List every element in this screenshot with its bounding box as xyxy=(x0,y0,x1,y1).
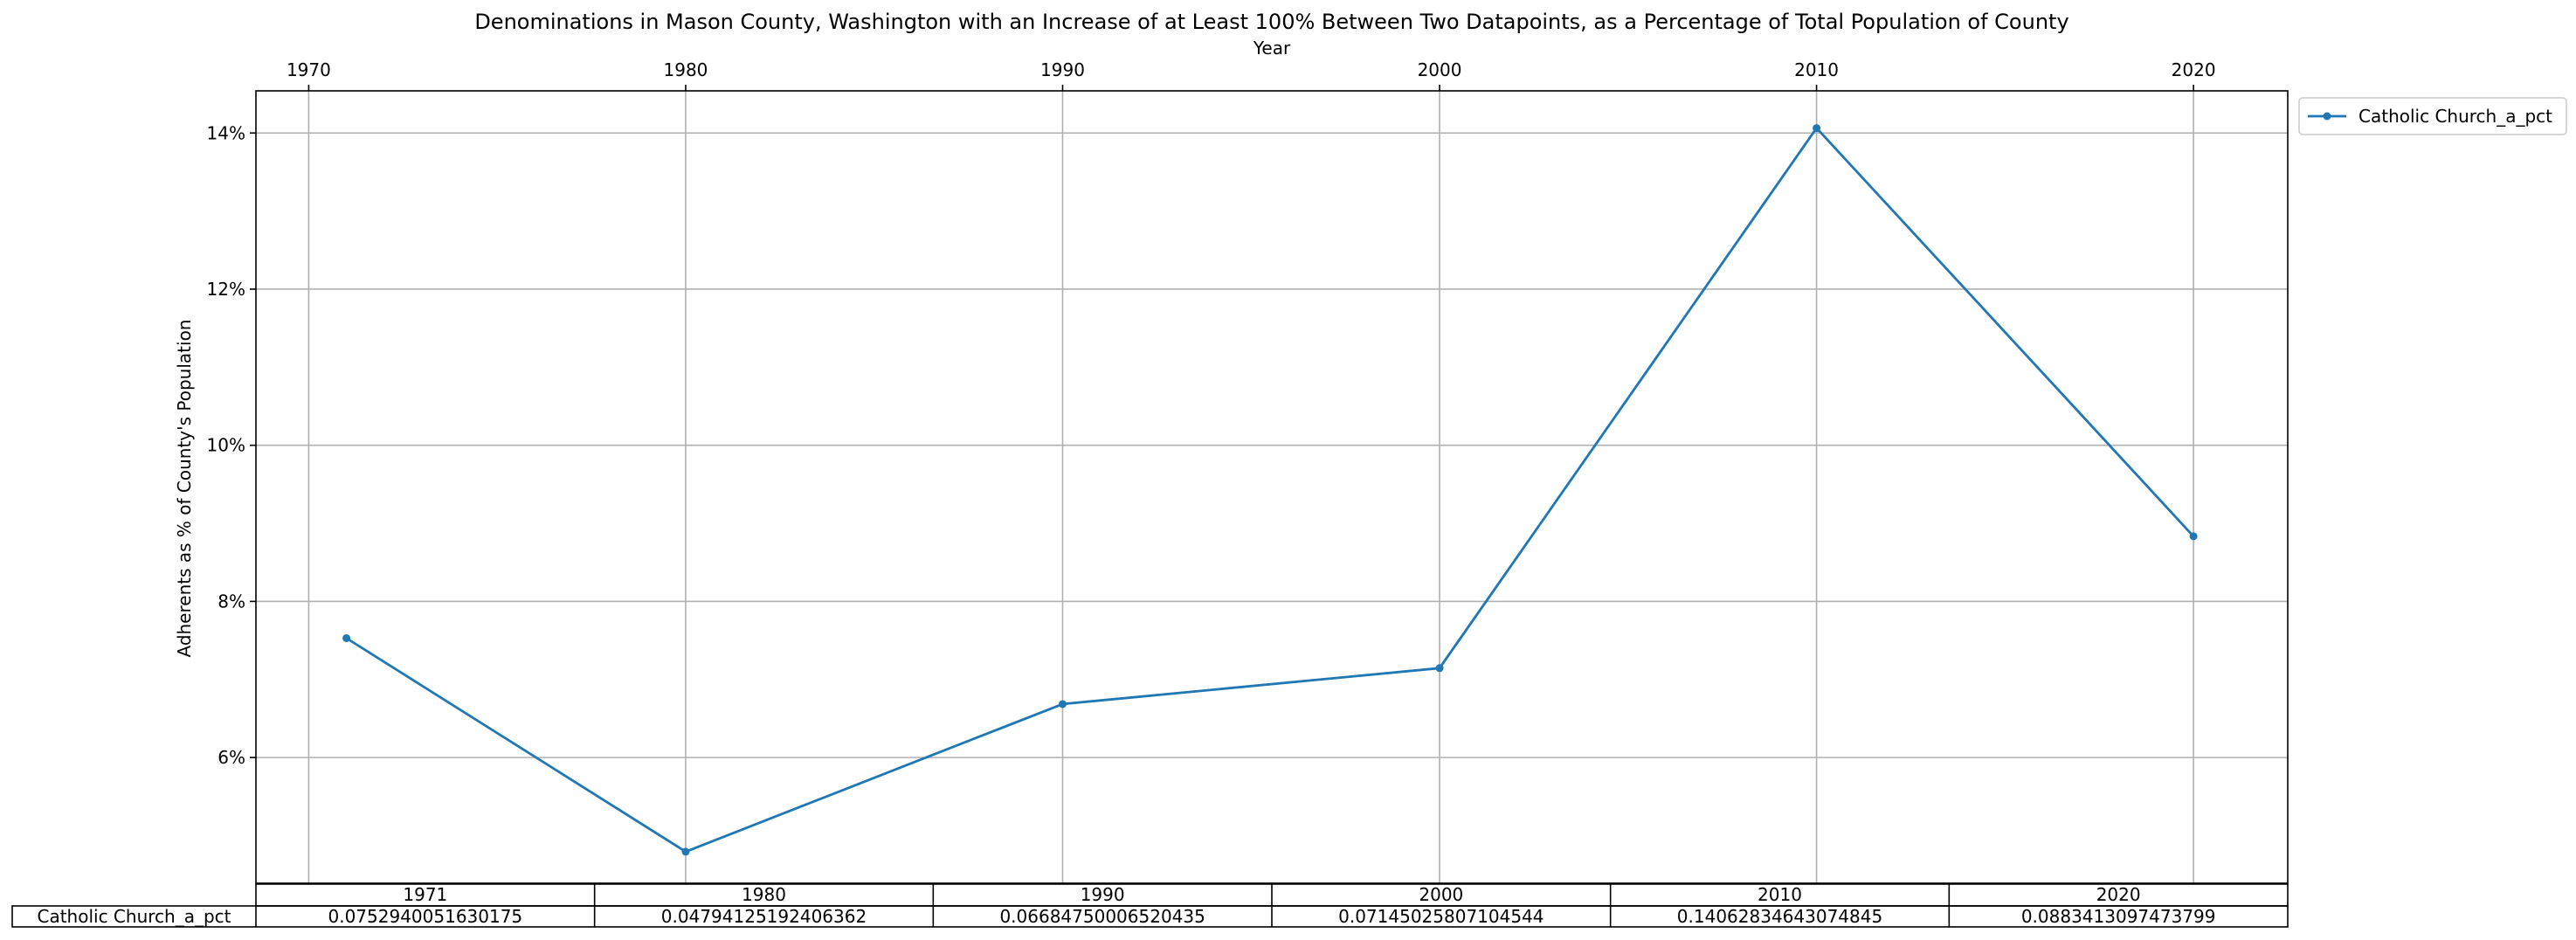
table-cell: 0.04794125192406362 xyxy=(661,906,867,927)
table-column-header: 1990 xyxy=(1081,884,1125,905)
x-tick-label: 1980 xyxy=(664,59,708,80)
y-axis-label: Adherents as % of County's Population xyxy=(174,319,195,657)
x-tick-label: 2020 xyxy=(2172,59,2216,80)
plot-area-frame xyxy=(255,90,2289,884)
data-table: 1971 1980 1990 2000 2010 2020 Catholic Church_… xyxy=(11,883,2289,928)
table-cell: 0.14062834643074845 xyxy=(1677,906,1882,927)
x-axis-label: Year xyxy=(1253,38,1291,59)
y-tick-label: 14% xyxy=(207,122,245,143)
y-tick-label: 6% xyxy=(218,747,245,768)
table-column-header: 2010 xyxy=(1758,884,1802,905)
legend-box xyxy=(2298,97,2567,135)
legend-label: Catholic Church_a_pct xyxy=(2358,106,2552,127)
table-column-header: 2020 xyxy=(2096,884,2141,905)
data-point xyxy=(2189,532,2198,541)
axis-ticks: 1970 1980 1990 2000 2010 2020 6% 8% 10% 12% 14% xyxy=(207,59,2216,768)
x-tick-label: 2000 xyxy=(1418,59,1462,80)
data-point xyxy=(1058,700,1067,708)
y-tick-label: 10% xyxy=(207,435,245,456)
legend-marker xyxy=(2323,112,2331,121)
grid xyxy=(256,91,2288,883)
table-cell: 0.0752940051630175 xyxy=(328,906,522,927)
table-column-header: 1980 xyxy=(742,884,786,905)
y-tick-label: 8% xyxy=(218,591,245,612)
x-tick-label: 1970 xyxy=(287,59,331,80)
series-layer xyxy=(342,124,2198,856)
data-point xyxy=(1813,124,1821,133)
table-row xyxy=(11,905,2289,928)
chart-title: Denominations in Mason County, Washingto… xyxy=(474,10,2068,34)
x-tick-label: 2010 xyxy=(1794,59,1839,80)
table-column-header: 2000 xyxy=(1419,884,1463,905)
legend: Catholic Church_a_pct xyxy=(2298,97,2567,135)
table-cell: 0.07145025807104544 xyxy=(1338,906,1544,927)
table-row-label: Catholic Church_a_pct xyxy=(37,906,231,927)
x-tick-label: 1990 xyxy=(1040,59,1085,80)
table-cell: 0.0883413097473799 xyxy=(2021,906,2216,927)
data-point xyxy=(342,633,351,642)
data-point xyxy=(1435,664,1444,673)
y-tick-label: 12% xyxy=(207,279,245,300)
data-point xyxy=(681,847,690,856)
table-cell: 0.06684750006520435 xyxy=(999,906,1205,927)
table-column-header: 1971 xyxy=(403,884,447,905)
series-line xyxy=(345,127,2195,854)
